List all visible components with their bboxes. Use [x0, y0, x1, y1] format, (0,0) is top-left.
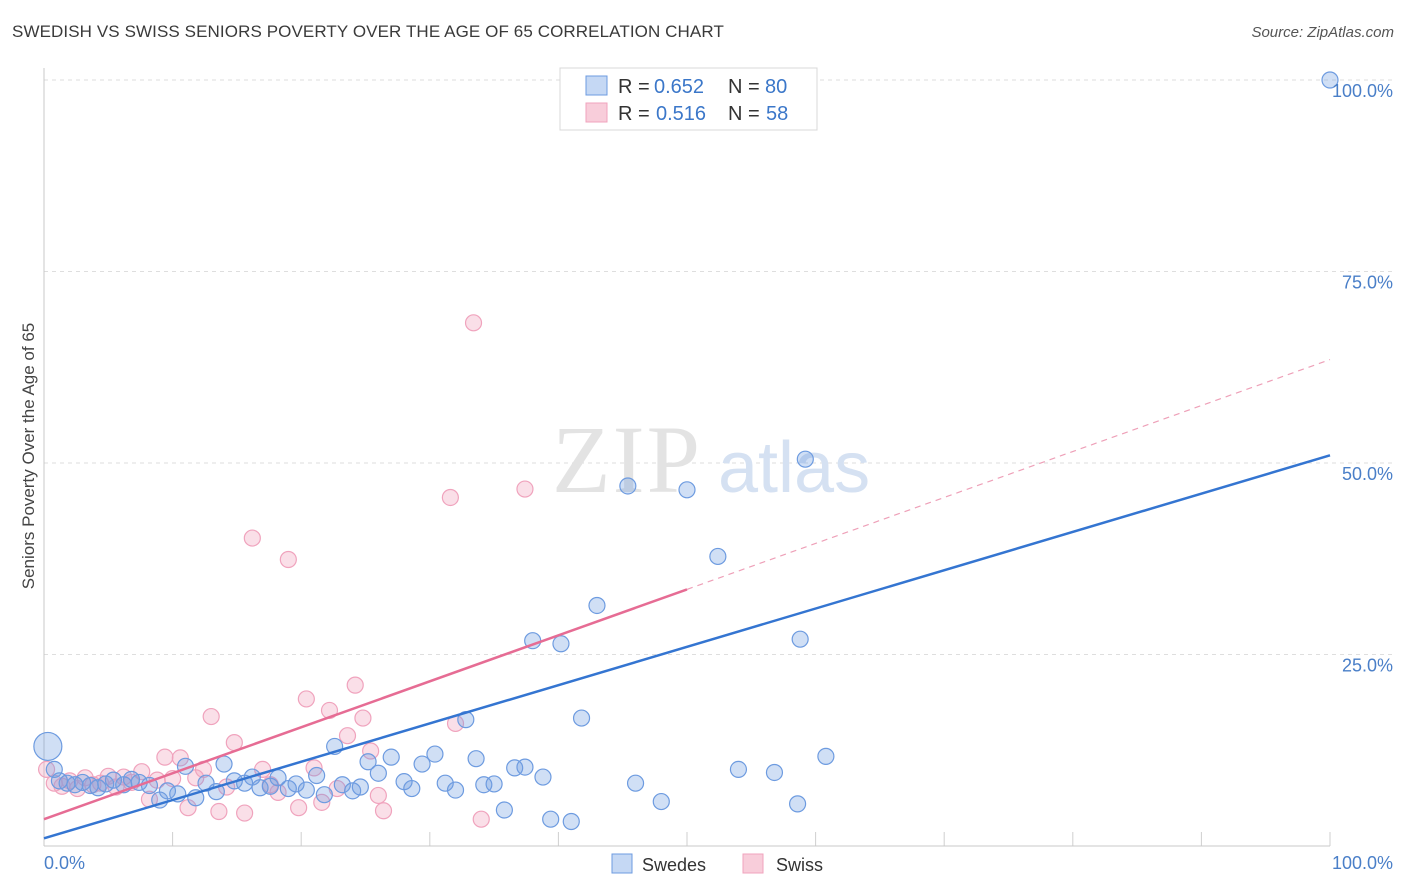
swedes-point [351, 778, 369, 796]
watermark-zip: ZIP [552, 406, 702, 513]
swedes-point [369, 764, 387, 782]
x-tick-label: 100.0% [1332, 853, 1393, 873]
swedes-point [436, 774, 454, 792]
watermark: ZIP atlas [552, 406, 870, 513]
swedes-point [333, 776, 351, 794]
chart-title: SWEDISH VS SWISS SENIORS POVERTY OVER TH… [12, 22, 724, 41]
legend-r-value-swiss: 0.516 [656, 103, 706, 125]
legend-box: R = 0.652 N = 80 R = 0.516 N = 58 [559, 67, 818, 131]
swiss-trend-extension [686, 359, 1331, 590]
swiss-point [516, 480, 534, 498]
swedes-point [626, 774, 645, 792]
swiss-point [171, 749, 189, 767]
swiss-point [279, 550, 297, 569]
swiss-points [37, 314, 534, 828]
swedes-point [287, 775, 305, 793]
swedes-point [467, 750, 485, 768]
bottom-legend-swatch-swiss [742, 853, 764, 874]
swedes-point [403, 779, 421, 798]
swiss-point [243, 529, 261, 547]
swedes-point [788, 795, 807, 813]
swedes-point [678, 481, 696, 499]
swedes-point [215, 755, 233, 773]
swedes-point [652, 792, 670, 811]
legend-n-value-swiss: 58 [766, 103, 788, 125]
swiss-point [236, 804, 254, 822]
swiss-point [346, 676, 364, 694]
swiss-point [297, 690, 315, 708]
legend-swatch-swiss [585, 102, 608, 123]
swedes-point [297, 781, 315, 799]
swedes-point [817, 747, 835, 765]
legend-r-value-swedes: 0.652 [654, 76, 704, 98]
swedes-point [104, 771, 123, 789]
x-tick-label: 0.0% [44, 853, 85, 873]
y-tick-label: 50.0% [1342, 464, 1393, 484]
swedes-point [426, 745, 444, 763]
swedes-trend-line [43, 454, 1331, 840]
y-axis-title: Seniors Poverty Over the Age of 65 [19, 323, 38, 589]
swedes-point [572, 709, 591, 727]
y-tick-label: 25.0% [1342, 656, 1393, 676]
swedes-point [791, 630, 809, 648]
swedes-point [552, 635, 570, 653]
swiss-point [156, 748, 174, 766]
chart-source: Source: ZipAtlas.com [1251, 24, 1394, 41]
swiss-point [338, 727, 357, 745]
swiss-point [464, 314, 483, 332]
swiss-point [362, 742, 380, 760]
swedes-point [796, 450, 814, 468]
swedes-point [315, 786, 333, 804]
swiss-point [374, 802, 393, 820]
swiss-point [290, 799, 308, 817]
swiss-point [369, 786, 387, 805]
swedes-point [1321, 71, 1339, 89]
legend-r-label-swedes: R = [618, 76, 650, 98]
swedes-point [516, 758, 534, 776]
swedes-point [413, 755, 431, 773]
swedes-point [97, 775, 115, 793]
swedes-point [33, 731, 63, 762]
swedes-point [359, 753, 377, 771]
y-tick-label: 75.0% [1342, 273, 1393, 293]
swedes-point [619, 477, 637, 495]
swedes-point [308, 766, 326, 785]
swedes-point [542, 810, 560, 828]
bottom-legend: Swedes Swiss [611, 853, 823, 875]
tick-labels: 25.0% 50.0% 75.0% 100.0% 0.0% 100.0% [44, 81, 1393, 873]
swiss-point [354, 709, 372, 727]
swiss-point [210, 802, 228, 821]
swiss-point [202, 707, 220, 726]
swedes-point [709, 547, 727, 566]
swedes-point [729, 760, 748, 779]
legend-r-label-swiss: R = [618, 103, 650, 125]
swedes-point [446, 781, 465, 799]
swiss-trend-line [43, 588, 688, 821]
axes [43, 68, 1330, 847]
bottom-legend-label-swiss: Swiss [776, 855, 823, 875]
swedes-point [588, 596, 606, 615]
trend-lines [43, 359, 1331, 840]
swedes-point [158, 782, 177, 800]
swedes-point [485, 775, 503, 793]
swedes-point [495, 801, 513, 819]
swiss-point [441, 488, 459, 507]
watermark-atlas: atlas [718, 428, 870, 508]
grid [44, 79, 1392, 846]
bottom-legend-swatch-swedes [611, 853, 633, 874]
legend-n-label-swedes: N = [728, 76, 760, 98]
swedes-point [534, 768, 552, 786]
legend-swatch-swedes [585, 75, 608, 96]
swedes-point [562, 812, 580, 831]
legend-n-value-swedes: 80 [765, 76, 787, 98]
bottom-legend-label-swedes: Swedes [642, 855, 706, 875]
swiss-point [472, 810, 490, 828]
swedes-point [382, 748, 400, 766]
swedes-point [765, 763, 784, 782]
legend-n-label-swiss: N = [728, 103, 760, 125]
swedes-point [344, 782, 362, 800]
y-tick-label: 100.0% [1332, 81, 1393, 101]
swedes-point [89, 779, 107, 797]
